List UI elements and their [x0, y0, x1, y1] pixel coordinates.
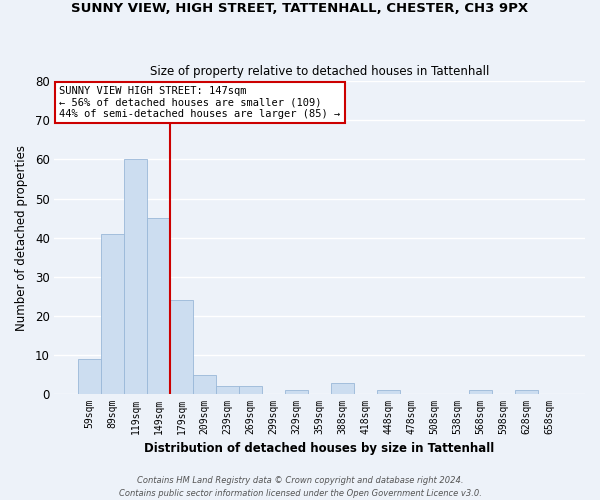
Text: Contains HM Land Registry data © Crown copyright and database right 2024.
Contai: Contains HM Land Registry data © Crown c… — [119, 476, 481, 498]
Title: Size of property relative to detached houses in Tattenhall: Size of property relative to detached ho… — [150, 66, 489, 78]
Bar — [515, 390, 538, 394]
Bar — [170, 300, 193, 394]
Bar — [285, 390, 308, 394]
Bar — [101, 234, 124, 394]
Bar — [124, 160, 147, 394]
Bar — [469, 390, 492, 394]
Text: SUNNY VIEW, HIGH STREET, TATTENHALL, CHESTER, CH3 9PX: SUNNY VIEW, HIGH STREET, TATTENHALL, CHE… — [71, 2, 529, 16]
Bar — [331, 382, 354, 394]
Bar — [216, 386, 239, 394]
Bar — [377, 390, 400, 394]
X-axis label: Distribution of detached houses by size in Tattenhall: Distribution of detached houses by size … — [145, 442, 494, 455]
Bar — [239, 386, 262, 394]
Bar — [147, 218, 170, 394]
Y-axis label: Number of detached properties: Number of detached properties — [15, 144, 28, 330]
Bar — [78, 359, 101, 394]
Bar — [193, 374, 216, 394]
Text: SUNNY VIEW HIGH STREET: 147sqm
← 56% of detached houses are smaller (109)
44% of: SUNNY VIEW HIGH STREET: 147sqm ← 56% of … — [59, 86, 341, 119]
